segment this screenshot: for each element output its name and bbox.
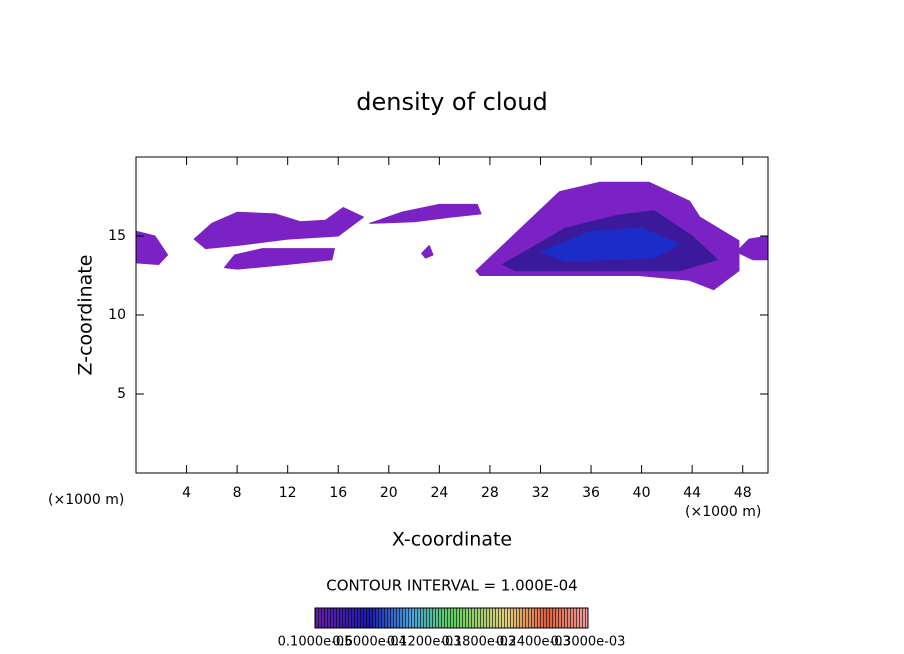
contour-region: [223, 248, 335, 270]
colorbar-label: 0.2400e-03: [496, 635, 571, 650]
x-tick-label: 4: [182, 485, 191, 501]
x-tick-label: 20: [380, 485, 398, 501]
contour-region: [735, 235, 769, 261]
contour-interval: CONTOUR INTERVAL = 1.000E-04: [326, 577, 577, 595]
contour-region: [539, 227, 681, 262]
x-tick-label: 48: [734, 485, 752, 501]
y-axis-label: Z-coordinate: [75, 255, 97, 376]
x-tick-label: 28: [481, 485, 499, 501]
x-tick-label: 44: [683, 485, 701, 501]
y-tick-label: 10: [108, 307, 126, 323]
y-tick-label: 5: [117, 386, 126, 402]
colorbar-label: 0.1200e-03: [387, 635, 462, 650]
x-tick-label: 32: [532, 485, 550, 501]
y-tick-label: 15: [108, 228, 126, 244]
contour-region: [193, 207, 365, 250]
colorbar-label: 0.1800e-03: [441, 635, 516, 650]
x-tick-label: 24: [430, 485, 448, 501]
x-tick-label: 40: [633, 485, 651, 501]
x-tick-label: 12: [279, 485, 297, 501]
x-tick-label: 36: [582, 485, 600, 501]
contour-region: [421, 244, 434, 259]
x-tick-label: 8: [233, 485, 242, 501]
colorbar-label: 0.3000e-03: [551, 635, 626, 650]
colorbar-label: 0.6000e-04: [332, 635, 407, 650]
x-axis-label: X-coordinate: [392, 529, 512, 551]
x-tick-label: 16: [329, 485, 347, 501]
colorbar-frame: [314, 607, 589, 629]
chart-title: density of cloud: [356, 88, 547, 116]
x-unit: (×1000 m): [685, 504, 761, 520]
colorbar-label: 0.1000e-05: [278, 635, 353, 650]
contour-region: [369, 203, 482, 224]
y-unit: (×1000 m): [48, 492, 124, 508]
